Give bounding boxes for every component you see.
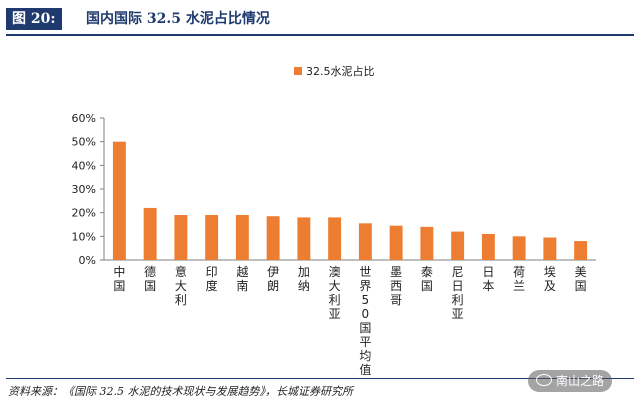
bar xyxy=(143,207,157,260)
y-tick-label: 0% xyxy=(79,254,96,267)
bar xyxy=(112,141,126,260)
y-tick-label: 50% xyxy=(72,136,96,149)
watermark-badge: 南山之路 xyxy=(528,370,613,392)
y-tick-label: 40% xyxy=(72,159,96,172)
y-tick-label: 30% xyxy=(72,183,96,196)
bar xyxy=(174,215,188,260)
wechat-icon xyxy=(536,374,552,386)
bar xyxy=(266,216,280,260)
bar xyxy=(481,233,495,260)
bar xyxy=(389,225,403,260)
x-tick-label: 墨西哥 xyxy=(390,265,402,307)
legend-swatch xyxy=(294,67,302,75)
x-tick-label: 美国 xyxy=(575,265,587,293)
figure-title: 国内国际 32.5 水泥占比情况 xyxy=(86,11,270,27)
x-tick-label: 德国 xyxy=(144,264,156,293)
figure-label: 图 20: xyxy=(6,8,62,30)
legend-label: 32.5水泥占比 xyxy=(306,64,375,78)
bar xyxy=(297,217,311,260)
y-tick-label: 10% xyxy=(72,230,96,243)
bottom-rule xyxy=(6,378,634,379)
x-tick-label: 尼日利亚 xyxy=(452,265,464,321)
bar xyxy=(235,215,249,260)
bar xyxy=(574,241,588,260)
watermark-text: 南山之路 xyxy=(556,374,605,388)
source-note: 资料来源：《国际 32.5 水泥的技术现状与发展趋势》，长城证券研究所 xyxy=(8,385,353,398)
x-tick-label: 伊朗 xyxy=(267,265,279,293)
figure-header: 图 20: 国内国际 32.5 水泥占比情况 xyxy=(6,6,634,36)
x-tick-label: 意大利 xyxy=(175,264,187,307)
x-tick-label: 中国 xyxy=(113,264,125,293)
x-tick-label: 日本 xyxy=(482,265,494,293)
bar xyxy=(512,236,526,260)
x-tick-label: 埃及 xyxy=(544,265,556,293)
x-tick-label: 泰国 xyxy=(421,265,433,293)
x-tick-label: 加纳 xyxy=(298,265,310,293)
x-tick-label: 荷兰 xyxy=(513,265,525,293)
x-tick-label: 世界 5 0 国平均值 xyxy=(359,265,371,375)
bar xyxy=(543,237,557,260)
x-tick-label: 越南 xyxy=(236,265,248,293)
x-tick-label: 澳大利亚 xyxy=(329,265,341,321)
x-tick-label: 印度 xyxy=(206,265,218,293)
bar xyxy=(328,217,342,260)
bar xyxy=(420,226,434,260)
bar xyxy=(205,215,219,260)
bar xyxy=(358,223,372,260)
bar xyxy=(451,231,465,260)
y-tick-label: 20% xyxy=(72,207,96,220)
y-tick-label: 60% xyxy=(72,112,96,125)
